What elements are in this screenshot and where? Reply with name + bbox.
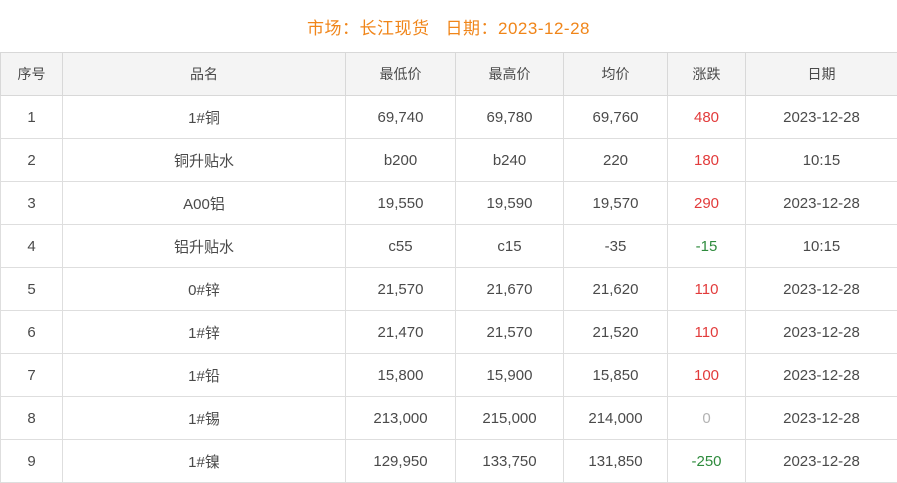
cell-product-name: 1#镍 bbox=[62, 439, 346, 483]
table-body: 1 1#铜 69,740 69,780 69,760 480 2023-12-2… bbox=[0, 95, 897, 483]
market-label: 市场：长江现货 bbox=[307, 18, 430, 38]
date-label: 日期：2023-12-28 bbox=[445, 18, 590, 38]
cell-date: 2023-12-28 bbox=[745, 95, 897, 139]
cell-high-price: 215,000 bbox=[455, 396, 564, 440]
table-row: 2 铜升贴水 b200 b240 220 180 10:15 bbox=[0, 138, 897, 182]
col-header-low-price: 最低价 bbox=[345, 52, 456, 96]
cell-product-name: 0#锌 bbox=[62, 267, 346, 311]
cell-avg-price: -35 bbox=[563, 224, 668, 268]
table-row: 6 1#锌 21,470 21,570 21,520 110 2023-12-2… bbox=[0, 310, 897, 354]
col-header-date: 日期 bbox=[745, 52, 897, 96]
cell-change: 110 bbox=[667, 310, 746, 354]
cell-index: 5 bbox=[0, 267, 63, 311]
cell-product-name: 铜升贴水 bbox=[62, 138, 346, 182]
cell-avg-price: 131,850 bbox=[563, 439, 668, 483]
cell-low-price: 15,800 bbox=[345, 353, 456, 397]
cell-product-name: 1#铜 bbox=[62, 95, 346, 139]
cell-product-name: 铝升贴水 bbox=[62, 224, 346, 268]
cell-low-price: c55 bbox=[345, 224, 456, 268]
cell-date: 2023-12-28 bbox=[745, 310, 897, 354]
cell-index: 2 bbox=[0, 138, 63, 182]
cell-change: -250 bbox=[667, 439, 746, 483]
price-table: 序号 品名 最低价 最高价 均价 涨跌 日期 1 1#铜 69,740 69,7… bbox=[0, 52, 897, 483]
table-row: 4 铝升贴水 c55 c15 -35 -15 10:15 bbox=[0, 224, 897, 268]
col-header-high-price: 最高价 bbox=[455, 52, 564, 96]
col-header-product: 品名 bbox=[62, 52, 346, 96]
col-header-change: 涨跌 bbox=[667, 52, 746, 96]
table-row: 5 0#锌 21,570 21,670 21,620 110 2023-12-2… bbox=[0, 267, 897, 311]
cell-change: 110 bbox=[667, 267, 746, 311]
cell-date: 2023-12-28 bbox=[745, 439, 897, 483]
cell-change: 290 bbox=[667, 181, 746, 225]
cell-index: 1 bbox=[0, 95, 63, 139]
cell-high-price: 15,900 bbox=[455, 353, 564, 397]
cell-product-name: 1#铅 bbox=[62, 353, 346, 397]
cell-date: 10:15 bbox=[745, 138, 897, 182]
cell-change: 0 bbox=[667, 396, 746, 440]
cell-change: 100 bbox=[667, 353, 746, 397]
cell-low-price: 21,470 bbox=[345, 310, 456, 354]
cell-avg-price: 15,850 bbox=[563, 353, 668, 397]
cell-high-price: 19,590 bbox=[455, 181, 564, 225]
cell-product-name: A00铝 bbox=[62, 181, 346, 225]
cell-index: 6 bbox=[0, 310, 63, 354]
cell-date: 2023-12-28 bbox=[745, 181, 897, 225]
cell-low-price: b200 bbox=[345, 138, 456, 182]
table-row: 9 1#镍 129,950 133,750 131,850 -250 2023-… bbox=[0, 439, 897, 483]
cell-low-price: 213,000 bbox=[345, 396, 456, 440]
cell-avg-price: 214,000 bbox=[563, 396, 668, 440]
table-row: 7 1#铅 15,800 15,900 15,850 100 2023-12-2… bbox=[0, 353, 897, 397]
cell-change: 480 bbox=[667, 95, 746, 139]
cell-avg-price: 69,760 bbox=[563, 95, 668, 139]
cell-high-price: b240 bbox=[455, 138, 564, 182]
cell-high-price: 69,780 bbox=[455, 95, 564, 139]
table-row: 3 A00铝 19,550 19,590 19,570 290 2023-12-… bbox=[0, 181, 897, 225]
cell-change: 180 bbox=[667, 138, 746, 182]
cell-high-price: c15 bbox=[455, 224, 564, 268]
cell-index: 3 bbox=[0, 181, 63, 225]
cell-avg-price: 220 bbox=[563, 138, 668, 182]
cell-low-price: 69,740 bbox=[345, 95, 456, 139]
page-title: 市场：长江现货 日期：2023-12-28 bbox=[0, 0, 897, 52]
cell-low-price: 21,570 bbox=[345, 267, 456, 311]
cell-index: 8 bbox=[0, 396, 63, 440]
cell-avg-price: 21,520 bbox=[563, 310, 668, 354]
cell-high-price: 21,570 bbox=[455, 310, 564, 354]
table-header-row: 序号 品名 最低价 最高价 均价 涨跌 日期 bbox=[0, 52, 897, 96]
col-header-index: 序号 bbox=[0, 52, 63, 96]
cell-low-price: 19,550 bbox=[345, 181, 456, 225]
cell-avg-price: 19,570 bbox=[563, 181, 668, 225]
cell-high-price: 21,670 bbox=[455, 267, 564, 311]
cell-index: 9 bbox=[0, 439, 63, 483]
col-header-avg-price: 均价 bbox=[563, 52, 668, 96]
cell-product-name: 1#锌 bbox=[62, 310, 346, 354]
cell-date: 2023-12-28 bbox=[745, 267, 897, 311]
table-row: 1 1#铜 69,740 69,780 69,760 480 2023-12-2… bbox=[0, 95, 897, 139]
cell-avg-price: 21,620 bbox=[563, 267, 668, 311]
cell-date: 2023-12-28 bbox=[745, 396, 897, 440]
cell-index: 7 bbox=[0, 353, 63, 397]
cell-low-price: 129,950 bbox=[345, 439, 456, 483]
cell-high-price: 133,750 bbox=[455, 439, 564, 483]
cell-change: -15 bbox=[667, 224, 746, 268]
table-row: 8 1#锡 213,000 215,000 214,000 0 2023-12-… bbox=[0, 396, 897, 440]
cell-product-name: 1#锡 bbox=[62, 396, 346, 440]
cell-index: 4 bbox=[0, 224, 63, 268]
cell-date: 2023-12-28 bbox=[745, 353, 897, 397]
cell-date: 10:15 bbox=[745, 224, 897, 268]
